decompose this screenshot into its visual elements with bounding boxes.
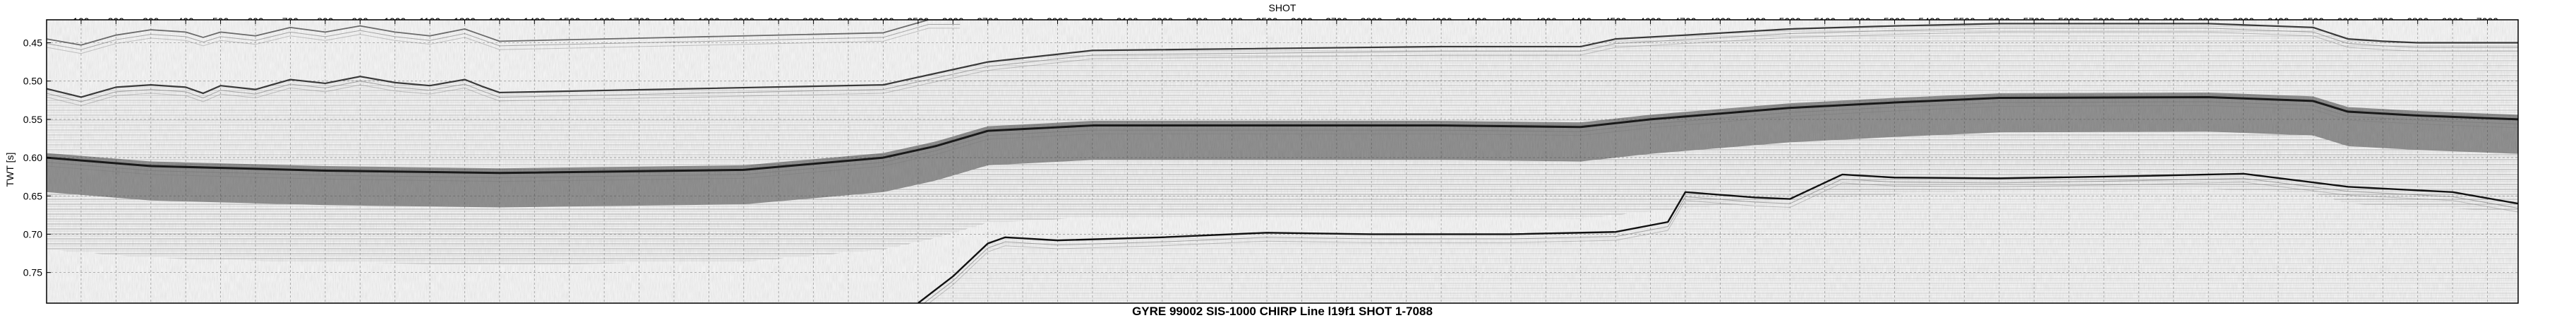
y-axis-title: TWT [s] <box>4 153 16 187</box>
y-tick-label: 0.70 <box>23 228 42 240</box>
reflector-upper-ghost <box>47 20 961 46</box>
y-tick-label: 0.60 <box>23 152 42 163</box>
y-tick-label: 0.55 <box>23 114 42 125</box>
reflector-echo <box>47 28 2518 102</box>
reflector-echo <box>47 101 2518 178</box>
reflector-main-reflector <box>47 95 2518 175</box>
reflector-echo <box>47 105 2518 182</box>
reflector-deep-horizon <box>917 172 2518 303</box>
y-tick-label: 0.65 <box>23 190 42 201</box>
reflector-echo <box>928 182 2518 303</box>
y-tick-label: 0.45 <box>23 37 42 49</box>
y-tick-label: 0.75 <box>23 267 42 278</box>
reflector-echo <box>47 31 2518 106</box>
x-axis-title: SHOT <box>1269 2 1296 13</box>
reflector-echo <box>923 177 2518 303</box>
figure-title: GYRE 99002 SIS-1000 CHIRP Line l19f1 SHO… <box>1132 305 1433 318</box>
reflector-echo <box>47 28 961 54</box>
plot-frame <box>46 19 2519 304</box>
noise-texture <box>47 20 2518 303</box>
y-tick-label: 0.50 <box>23 76 42 87</box>
reflector-echo <box>47 24 961 50</box>
